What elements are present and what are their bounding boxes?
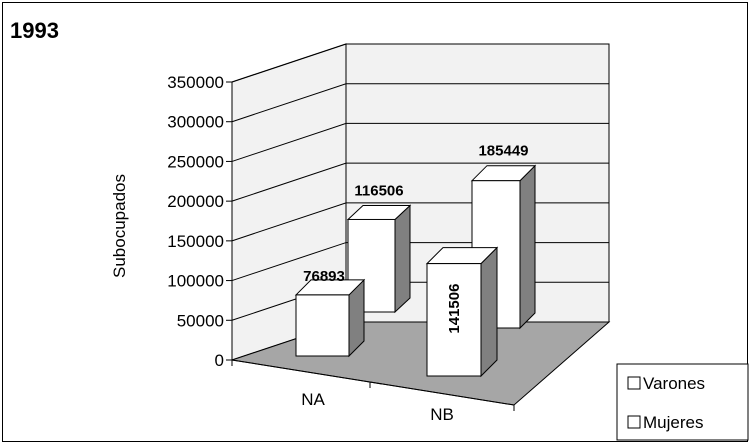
gridline [231,122,609,162]
bar-varones-nb: 141506 [425,246,499,378]
legend-swatch-varones [627,376,641,390]
category-label: NB [430,405,454,424]
x-axis-line [231,359,515,406]
y-tick-label: 200000 [167,192,224,211]
data-label: 185449 [478,143,528,160]
data-label: 141506 [446,284,463,334]
legend-label-mujeres: Mujeres [643,413,703,432]
y-axis-ticks: 0 50000 100000 150000 200000 250000 300000 3500… [167,73,232,370]
bar-front [347,218,396,313]
legend: Varones Mujeres [616,363,749,441]
y-tick-label: 150000 [167,232,224,251]
bar-side [480,246,498,378]
gridline [231,83,609,123]
y-tick-label: 50000 [177,311,224,330]
bar-front [295,294,350,357]
y-tick-label: 100000 [167,272,224,291]
y-tick-label: 250000 [167,152,224,171]
bar-mujeres-na: 116506 [346,182,412,314]
chart-title: 1993 [10,18,59,43]
data-label: 76893 [303,268,345,285]
bar-side [519,164,536,330]
category-labels: NA NB [231,360,515,424]
legend-label-varones: Varones [643,374,705,393]
data-label: 116506 [354,182,403,199]
bar-front [426,263,482,377]
gridline [231,43,609,83]
bars: 116506 185449 76893 141506 [294,143,537,378]
bar-side [394,204,411,314]
gridline [231,162,609,202]
category-label: NA [301,390,325,409]
y-tick-label: 300000 [167,113,224,132]
y-tick-label: 0 [215,351,224,370]
y-axis-label: Subocupados [110,174,129,278]
y-tick-label: 350000 [167,73,224,92]
legend-swatch-mujeres [627,415,641,429]
bar-varones-na: 76893 [294,268,366,358]
